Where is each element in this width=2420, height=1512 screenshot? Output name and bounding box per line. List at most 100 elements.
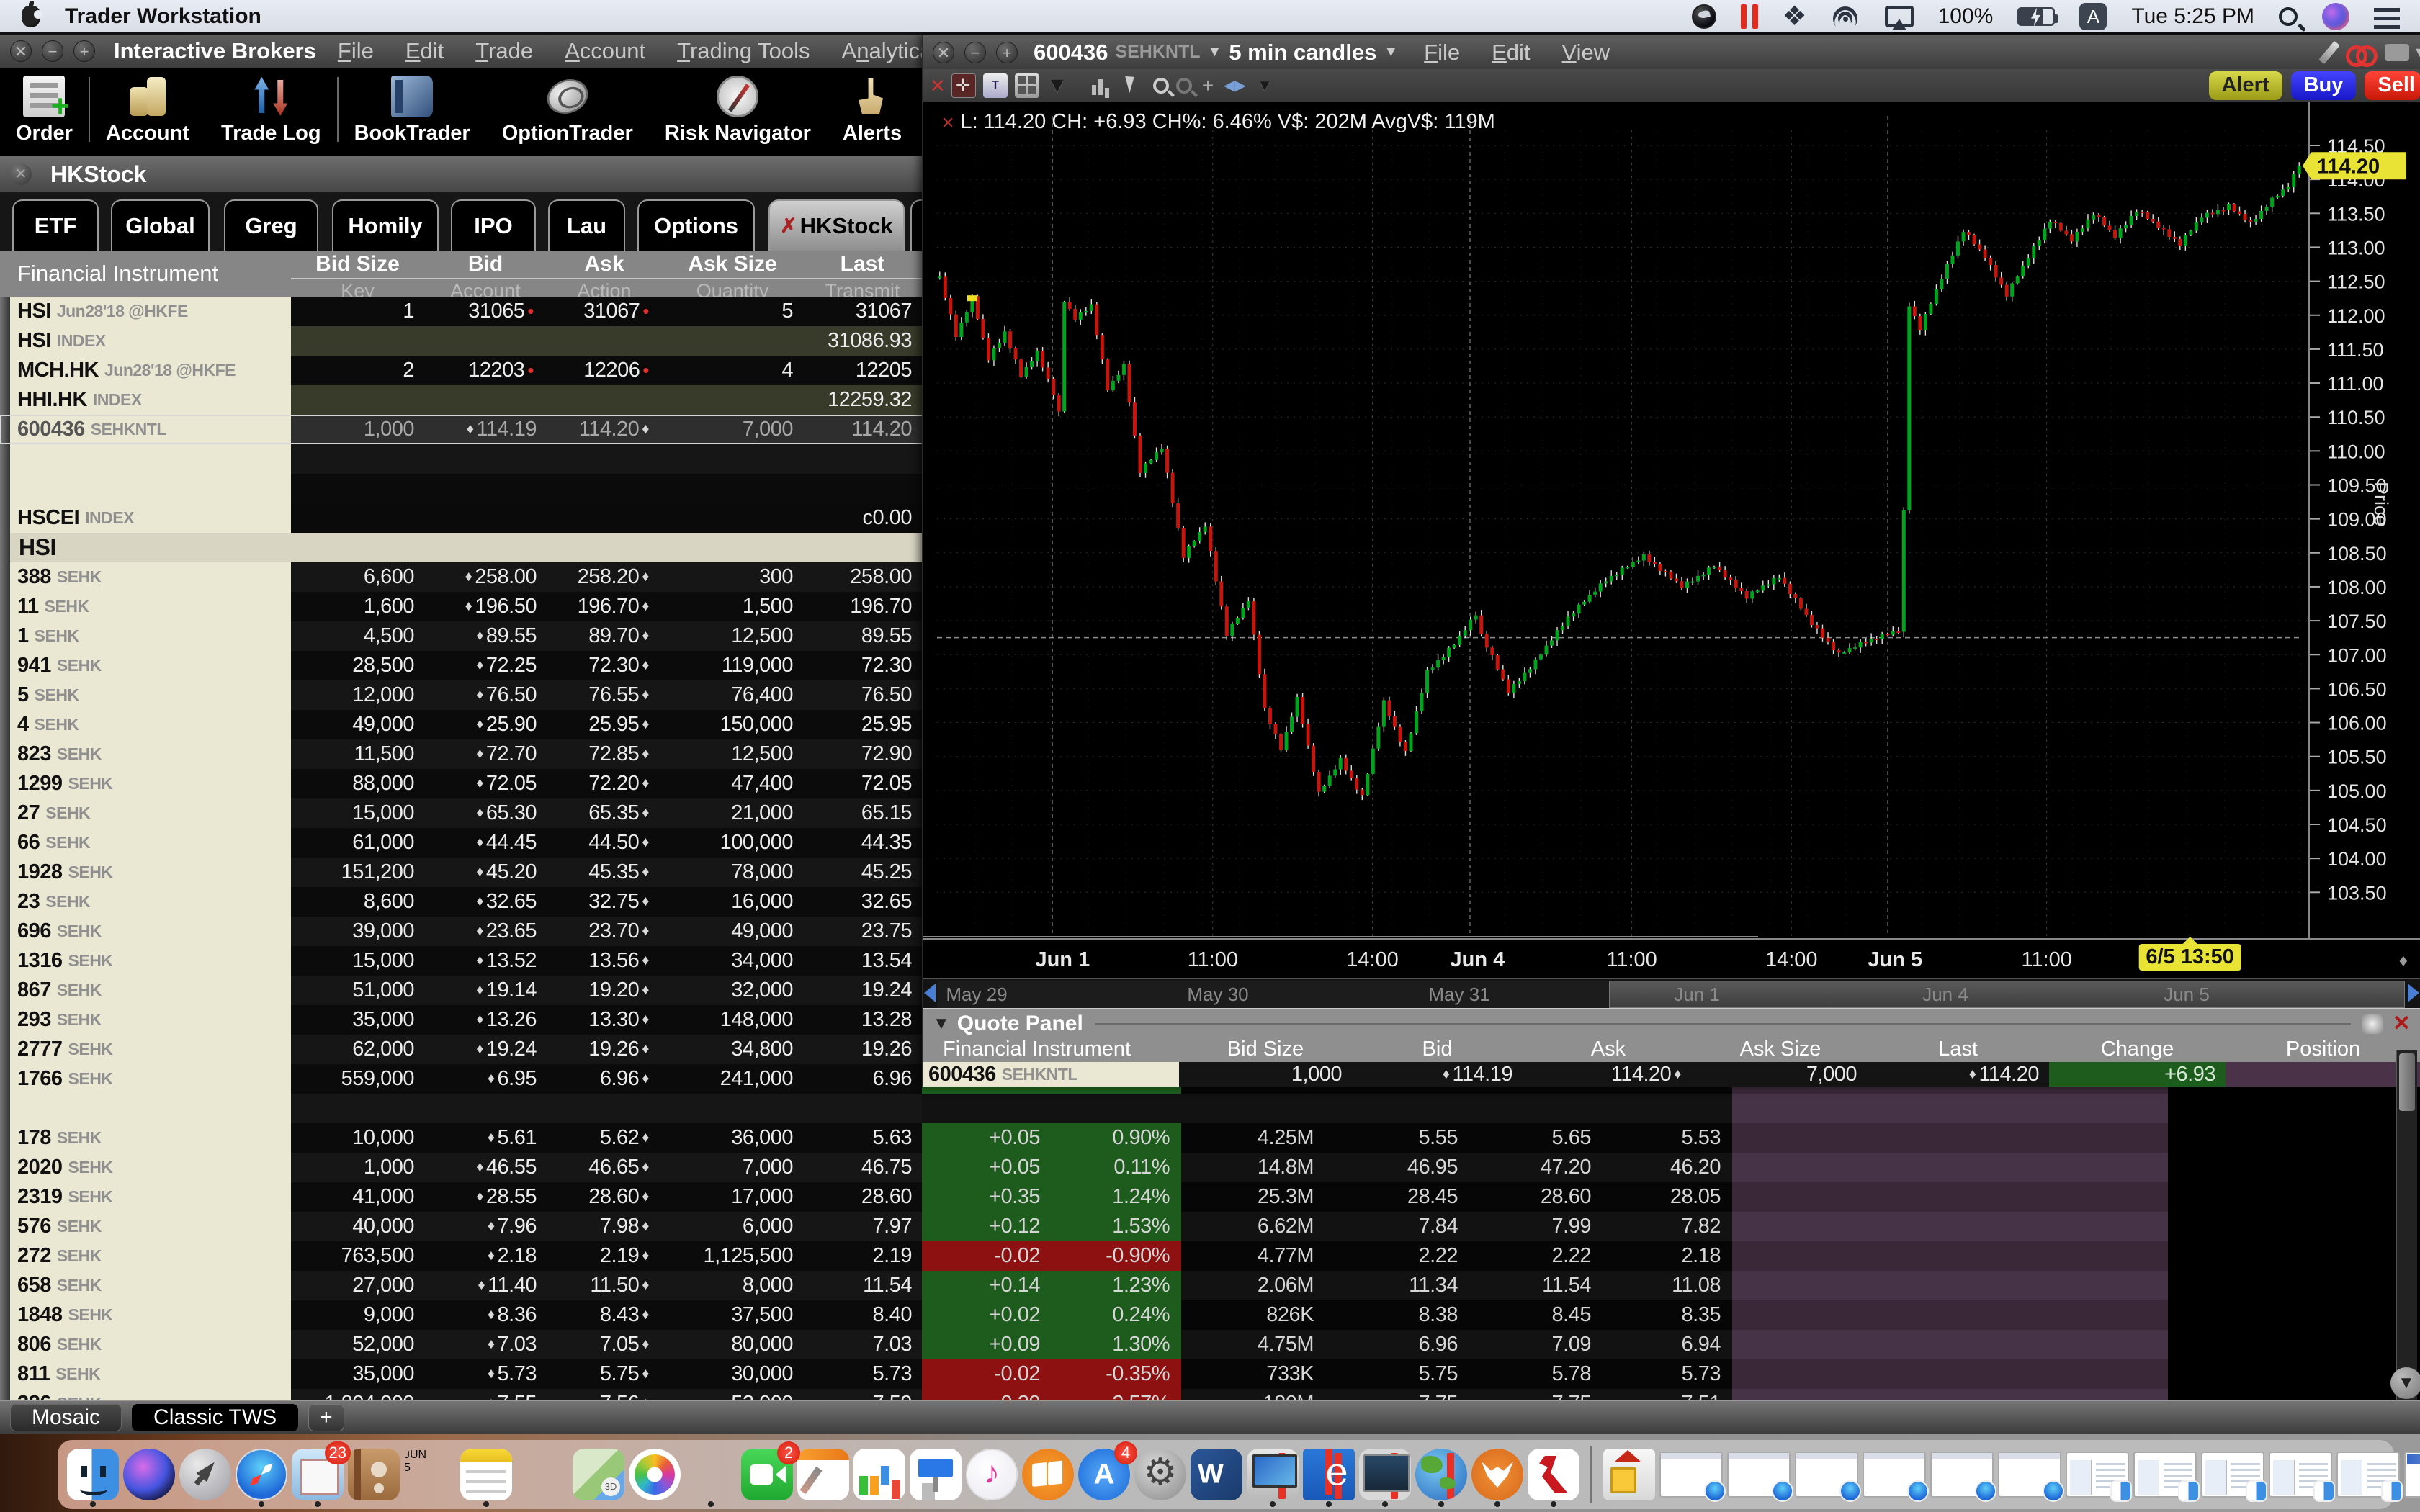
instrument-cell[interactable]: 658 SEHK <box>10 1271 291 1300</box>
instrument-cell[interactable]: 23 SEHK <box>10 887 291 917</box>
sell-button[interactable]: Sell <box>2365 71 2420 100</box>
instrument-cell[interactable]: 806 SEHK <box>10 1330 291 1359</box>
menu-bar-app-name[interactable]: Trader Workstation <box>65 4 261 28</box>
instrument-cell[interactable]: 1928 SEHK <box>10 858 291 887</box>
itunes-dock-icon[interactable] <box>966 1449 1018 1500</box>
zoom-out-icon[interactable] <box>1176 77 1192 94</box>
chart-symbol[interactable]: 600436 <box>1034 39 1108 65</box>
quote-column-ask-size[interactable]: Ask Size <box>1739 1038 1821 1061</box>
table-row[interactable]: 658 SEHK 27,000 ♦ 11.40 11.50 ♦ 8,000 11.54 +0.14… <box>0 1271 2420 1300</box>
instrument-cell[interactable]: 600436 SEHKNTL <box>10 415 291 444</box>
close-toolbar-icon[interactable]: ✕ <box>930 74 946 96</box>
chart-period[interactable]: 5 min candles <box>1229 39 1377 65</box>
minimized-window-thumbnail[interactable] <box>1727 1452 1793 1502</box>
instrument-cell[interactable]: 5 SEHK <box>10 680 291 710</box>
close-window-button[interactable]: ✕ <box>10 40 32 62</box>
instrument-cell[interactable]: 1766 SEHK <box>10 1064 291 1094</box>
period-dropdown-icon[interactable]: ▼ <box>1384 44 1399 60</box>
scroll-down-icon[interactable]: ▼ <box>2390 1367 2420 1399</box>
close-tab-icon[interactable]: ✗ <box>780 215 797 237</box>
instrument-cell[interactable]: 2319 SEHK <box>10 1182 291 1212</box>
more-tools-icon[interactable]: ▼ <box>1257 76 1273 94</box>
parallels-dock-icon[interactable] <box>1247 1449 1299 1507</box>
table-row[interactable] <box>0 1094 2420 1123</box>
quote-column-position[interactable]: Position <box>2285 1038 2361 1061</box>
instrument-cell[interactable]: 2777 SEHK <box>10 1035 291 1064</box>
annotate-icon[interactable] <box>2318 40 2340 64</box>
quote-column-bid[interactable]: Bid <box>1422 1038 1453 1061</box>
cursor-tool-icon[interactable] <box>1121 73 1146 98</box>
column-header-ask-size[interactable]: Ask Size Quantity <box>662 251 803 302</box>
spotlight-icon[interactable] <box>2279 6 2298 26</box>
instrument-cell[interactable]: 4 SEHK <box>10 710 291 739</box>
tab-etf[interactable]: ETF <box>12 199 99 251</box>
quote-column-financial-instrument[interactable]: Financial Instrument <box>943 1038 1131 1061</box>
battery-icon[interactable] <box>2017 6 2059 27</box>
crosshair-icon[interactable]: + <box>1201 73 1214 96</box>
maps-dock-icon[interactable] <box>573 1449 624 1500</box>
minimized-window-thumbnail[interactable] <box>1795 1452 1861 1502</box>
thumb-safari-dock-icon[interactable] <box>1998 1452 2064 1502</box>
capture-icon[interactable] <box>2385 42 2420 61</box>
tab-options[interactable]: Options <box>637 199 755 251</box>
workspace-tab-mosaic[interactable]: Mosaic <box>10 1404 122 1431</box>
safari-dock-icon[interactable] <box>236 1449 287 1507</box>
instrument-cell[interactable]: 696 SEHK <box>10 917 291 946</box>
quote-instrument[interactable]: 600436 SEHKNTL <box>923 1062 1179 1087</box>
minimized-window-thumbnail[interactable] <box>1863 1452 1929 1502</box>
optiontrader-button[interactable]: OptionTrader <box>502 73 633 145</box>
thumb-finder-dock-icon[interactable] <box>2201 1452 2267 1502</box>
quote-column-bid-size[interactable]: Bid Size <box>1227 1038 1304 1061</box>
menu-account[interactable]: Account <box>565 38 646 63</box>
collapse-panel-icon[interactable]: ▼ <box>933 1013 950 1033</box>
link-icon[interactable] <box>2346 45 2378 67</box>
minimized-window-thumbnail[interactable] <box>2269 1452 2335 1502</box>
instrument-cell[interactable]: 11 SEHK <box>10 592 291 621</box>
scrollbar-thumb[interactable] <box>2399 1053 2415 1111</box>
remote-dock-icon[interactable] <box>1359 1449 1411 1507</box>
dropbox-icon[interactable]: ❖ <box>1782 1 1807 32</box>
text-tool-icon[interactable]: T <box>983 73 1008 98</box>
notes-dock-icon[interactable] <box>460 1449 512 1507</box>
launchpad-dock-icon[interactable] <box>179 1449 231 1500</box>
instrument-cell[interactable]: 1848 SEHK <box>10 1300 291 1330</box>
minimized-window-thumbnail[interactable] <box>2133 1452 2200 1502</box>
alerts-button[interactable]: Alerts <box>843 76 902 145</box>
apple-menu-icon[interactable] <box>22 0 42 27</box>
quote-panel-row[interactable]: 600436 SEHKNTL 1,000 ♦ 114.19 114.20 ♦ 7,000 ♦ 11… <box>923 1062 2420 1087</box>
minimized-window-thumbnail[interactable] <box>1930 1452 1996 1502</box>
risknavigator-button[interactable]: Risk Navigator <box>665 76 811 145</box>
thumb-safari-dock-icon[interactable] <box>1795 1452 1861 1502</box>
appstore-dock-icon[interactable]: 4 <box>1078 1441 1137 1500</box>
column-header-last[interactable]: Last Transmit <box>803 251 922 302</box>
chart-scrollbar[interactable]: May 29 May 30 May 31 Jun 1 Jun 4 Jun 5 <box>923 978 2420 1008</box>
minimized-window-thumbnail[interactable] <box>1998 1452 2064 1502</box>
edge-dock-icon[interactable] <box>1303 1449 1355 1507</box>
instrument-cell[interactable]: 1 SEHK <box>10 621 291 651</box>
instrument-cell[interactable]: 66 SEHK <box>10 828 291 858</box>
instrument-cell[interactable] <box>10 474 291 503</box>
table-row[interactable]: 576 SEHK 40,000 ♦ 7.96 7.98 ♦ 6,000 7.97 +0.12 1.5… <box>0 1212 2420 1241</box>
instrument-cell[interactable]: 272 SEHK <box>10 1241 291 1271</box>
chart-close-button[interactable]: ✕ <box>933 41 954 63</box>
instrument-cell[interactable]: 27 SEHK <box>10 798 291 828</box>
instrument-cell[interactable] <box>10 444 291 474</box>
instrument-cell[interactable]: HHI.HK INDEX <box>10 385 291 415</box>
table-vertical-scrollbar[interactable]: ▼ <box>2390 1050 2420 1400</box>
instrument-cell[interactable]: 1299 SEHK <box>10 769 291 798</box>
wifi-icon[interactable] <box>1827 1 1863 36</box>
booktrader-button[interactable]: BookTrader <box>354 76 470 145</box>
tab-lau[interactable]: Lau <box>548 199 625 251</box>
chart-minimize-button[interactable]: − <box>964 41 986 63</box>
sysprefs-dock-icon[interactable] <box>1134 1449 1186 1500</box>
scroll-right-icon[interactable] <box>2408 984 2419 1002</box>
numbers-dock-icon[interactable] <box>853 1449 905 1500</box>
workspace-tab-classic-tws[interactable]: Classic TWS <box>132 1404 299 1431</box>
quote-column-ask[interactable]: Ask <box>1590 1038 1626 1061</box>
carton-dock-icon[interactable] <box>1603 1449 1655 1500</box>
calendar-dock-icon[interactable]: JUN 5 <box>404 1449 456 1500</box>
siri-icon[interactable] <box>2322 2 2349 30</box>
order-button[interactable]: Order <box>16 76 73 145</box>
table-row[interactable]: 811 SEHK 35,000 ♦ 5.73 5.75 ♦ 30,000 5.73 -0.02 -0… <box>0 1359 2420 1389</box>
messages-dock-icon[interactable] <box>685 1449 737 1507</box>
